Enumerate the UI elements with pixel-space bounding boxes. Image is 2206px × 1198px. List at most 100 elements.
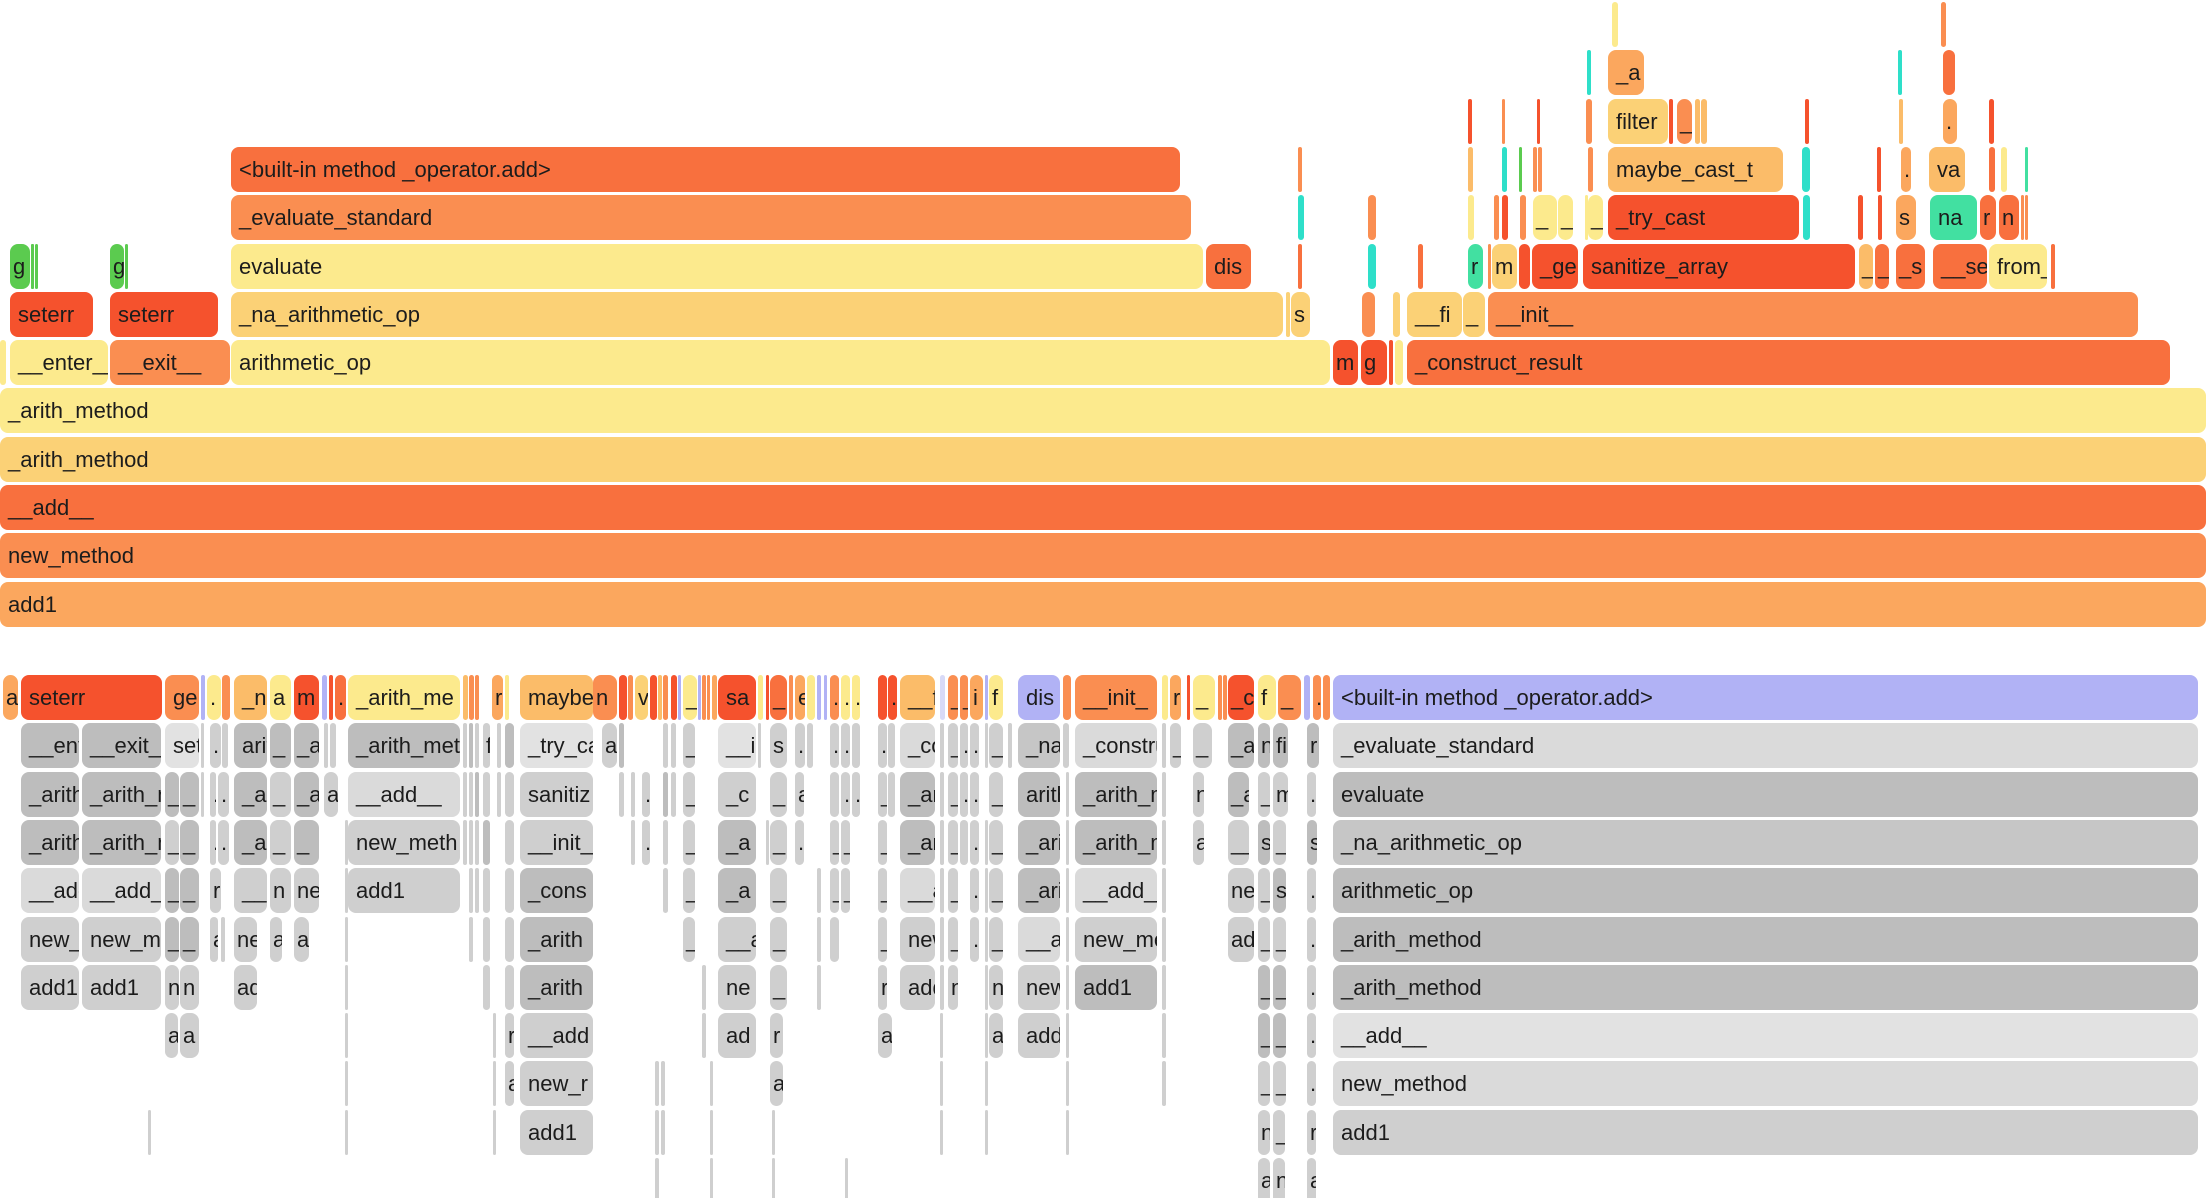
- frame-_[interactable]: _: [1273, 964, 1286, 1010]
- frame-sliver[interactable]: [1066, 916, 1069, 962]
- frame-_arith_method[interactable]: _arith_method: [82, 819, 161, 865]
- frame-sliver[interactable]: [710, 1158, 713, 1198]
- frame-sliver[interactable]: [619, 723, 624, 769]
- frame-_[interactable]: _: [165, 771, 179, 817]
- frame-sliver[interactable]: [940, 675, 945, 720]
- frame-sliver[interactable]: [345, 964, 348, 1010]
- frame-sliver[interactable]: [650, 675, 657, 720]
- frame-_arith_method[interactable]: _arith_method: [21, 771, 79, 817]
- frame-new_method[interactable]: new_method: [900, 916, 935, 962]
- frame-sliver[interactable]: [505, 868, 514, 914]
- frame-ne[interactable]: ne: [294, 868, 319, 914]
- frame-_[interactable]: _: [878, 868, 887, 914]
- frame-sliver[interactable]: [663, 868, 668, 914]
- frame-sliver[interactable]: [619, 675, 627, 720]
- frame-sliver[interactable]: [1612, 2, 1618, 47]
- frame-__add__[interactable]: __add__: [348, 771, 460, 817]
- frame-sliver[interactable]: [661, 1061, 665, 1107]
- frame-sliver[interactable]: [940, 1061, 943, 1107]
- frame-.[interactable]: .: [878, 723, 887, 769]
- frame-__enter__[interactable]: __enter__: [10, 340, 108, 386]
- frame-_ge[interactable]: _ge: [1532, 243, 1578, 289]
- frame-sliver[interactable]: [493, 1061, 496, 1107]
- frame-__a[interactable]: __a: [718, 916, 756, 962]
- frame-.[interactable]: .: [1307, 1013, 1316, 1059]
- frame-_arith_method[interactable]: _arith_method: [1333, 964, 2198, 1010]
- frame-n[interactable]: n: [948, 964, 958, 1010]
- frame-r[interactable]: r: [492, 675, 503, 720]
- frame-sliver[interactable]: [678, 675, 681, 720]
- frame-sliver[interactable]: [671, 771, 676, 817]
- frame-sliver[interactable]: [1418, 243, 1423, 289]
- frame-sliver[interactable]: [345, 868, 348, 914]
- frame-a[interactable]: a: [165, 1013, 178, 1059]
- frame-new_r[interactable]: new_r: [520, 1061, 593, 1107]
- frame-sliver[interactable]: [345, 1013, 348, 1059]
- frame-.[interactable]: .: [210, 771, 216, 817]
- frame-evaluate[interactable]: evaluate: [231, 243, 1203, 289]
- frame-sliver[interactable]: [940, 964, 944, 1010]
- frame-sliver[interactable]: [888, 723, 895, 769]
- frame-__add__[interactable]: __add__: [900, 868, 935, 914]
- frame-sliver[interactable]: [483, 964, 490, 1010]
- frame-sliver[interactable]: [1393, 291, 1400, 337]
- frame-n[interactable]: n: [1273, 1158, 1285, 1198]
- frame-sliver[interactable]: [1389, 340, 1393, 386]
- frame-maybe[interactable]: maybe: [520, 675, 593, 720]
- frame-sliver[interactable]: [322, 675, 327, 720]
- frame-sliver[interactable]: [710, 1061, 713, 1107]
- frame-_c[interactable]: _c: [1228, 675, 1254, 720]
- frame-add1[interactable]: add1: [82, 964, 161, 1010]
- frame-__add__[interactable]: __add__: [0, 485, 2206, 530]
- frame-new_[interactable]: new_: [21, 916, 79, 962]
- frame-sliver[interactable]: [483, 819, 490, 865]
- frame-__f[interactable]: __f: [900, 675, 935, 720]
- frame-sliver[interactable]: [940, 1013, 943, 1059]
- frame-ac[interactable]: ac: [294, 916, 309, 962]
- frame-sliver[interactable]: [1298, 146, 1302, 192]
- frame-sliver[interactable]: [1468, 98, 1472, 144]
- frame-_a[interactable]: _a: [234, 771, 267, 817]
- frame-sliver[interactable]: [1520, 195, 1526, 241]
- frame-sliver[interactable]: [463, 771, 467, 817]
- frame-_[interactable]: _: [878, 771, 887, 817]
- frame-arithmetic_op[interactable]: arithmetic_op: [234, 723, 267, 769]
- frame-f[interactable]: f: [483, 723, 490, 769]
- frame-sliver[interactable]: [1063, 723, 1069, 769]
- frame-_[interactable]: _: [1859, 243, 1873, 289]
- frame-sliver[interactable]: [985, 964, 988, 1010]
- frame-sliver[interactable]: [1701, 98, 1707, 144]
- frame-_[interactable]: _: [989, 868, 1003, 914]
- frame-_[interactable]: _: [1278, 675, 1301, 720]
- frame-r[interactable]: r: [1307, 723, 1319, 769]
- frame-ne[interactable]: ne: [718, 964, 756, 1010]
- frame-sliver[interactable]: [1008, 723, 1012, 769]
- frame-n[interactable]: n: [270, 868, 291, 914]
- frame-r[interactable]: r: [1170, 675, 1181, 720]
- frame-_arith_me[interactable]: _arith_me: [348, 675, 460, 720]
- frame-_[interactable]: _: [180, 819, 199, 865]
- frame-v[interactable]: v: [635, 675, 648, 720]
- frame-sliver[interactable]: [698, 675, 701, 720]
- frame-_[interactable]: _: [948, 868, 958, 914]
- frame-.[interactable]: .: [841, 723, 850, 769]
- frame-sliver[interactable]: [475, 819, 479, 865]
- frame-sliver[interactable]: [1502, 195, 1508, 241]
- frame-sliver[interactable]: [888, 771, 895, 817]
- frame-sliver[interactable]: [345, 1061, 348, 1107]
- frame-_c[interactable]: _c: [718, 771, 756, 817]
- frame-a[interactable]: a: [770, 1061, 783, 1107]
- frame-sliver[interactable]: [1943, 50, 1955, 96]
- frame-sliver[interactable]: [1063, 675, 1071, 720]
- frame-g[interactable]: g: [110, 243, 124, 289]
- frame-sliver[interactable]: [1286, 291, 1290, 337]
- frame-sliver[interactable]: [469, 771, 473, 817]
- frame-a[interactable]: a: [878, 1013, 892, 1059]
- frame-.[interactable]: .: [940, 771, 944, 817]
- frame-sliver[interactable]: [1298, 243, 1302, 289]
- frame-sliver[interactable]: [1585, 195, 1588, 241]
- frame-add1[interactable]: add1: [520, 1109, 593, 1155]
- frame-.[interactable]: .: [1313, 675, 1321, 720]
- frame-sliver[interactable]: [1298, 195, 1304, 241]
- frame-na[interactable]: na: [1930, 195, 1977, 241]
